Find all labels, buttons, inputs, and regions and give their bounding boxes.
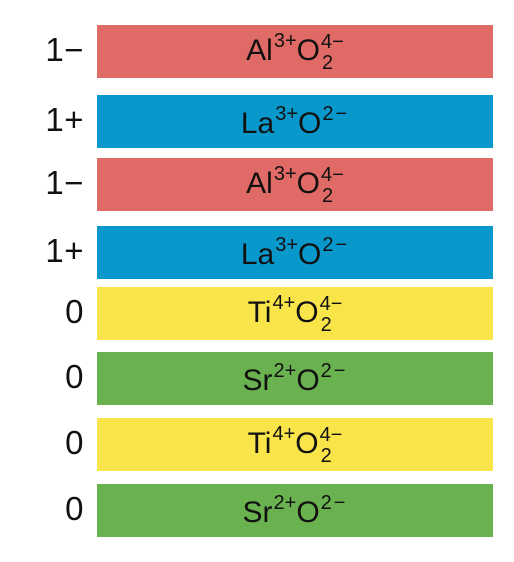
anion-subscript: 2 [320,445,332,468]
layer-band: La3+O2− [97,95,493,148]
anion-charge: 4− [319,424,343,447]
layer-charge-label: 0 [65,424,84,461]
anion-symbol: O [296,33,321,67]
layer-charge-label: 1− [45,164,84,201]
cation-charge: 3+ [275,103,299,125]
layer-charge-label: 0 [65,293,84,330]
anion-charge: 2− [322,103,350,125]
anion-symbol: O [295,295,319,329]
anion-index-stack: 4− 2 [321,165,344,206]
anion-symbol: O [298,107,322,140]
cation-symbol: Ti [247,295,272,329]
anion-charge: 2− [322,234,350,256]
layer-formula: Ti4+O 4− 2 [247,422,343,467]
anion-symbol: O [295,426,319,460]
anion-charge: 4− [321,164,344,187]
cation-charge: 2+ [273,360,297,382]
cation-charge: 3+ [273,162,297,185]
layer-formula: La3+O2− [241,104,349,139]
anion-subscript: 2 [320,314,332,337]
layer-band: Sr2+O2− [97,484,493,537]
cation-symbol: Al [246,33,273,67]
layer-charge-label: 0 [65,358,84,395]
layer-charge-label: 1+ [45,101,84,138]
layer-formula: Al3+O 4− 2 [246,29,344,74]
cation-symbol: Sr [242,364,273,397]
layer-band: Ti4+O 4− 2 [97,418,493,471]
layer-formula: Sr2+O2− [243,361,348,396]
layer-formula: Al3+O 4− 2 [246,162,344,207]
cation-charge: 3+ [275,234,299,256]
anion-charge: 4− [321,31,344,54]
cation-symbol: La [240,238,275,271]
layer-band: Al3+O 4− 2 [97,25,493,78]
layer-charge-label: 0 [65,490,84,527]
anion-subscript: 2 [322,185,334,208]
layer-formula: Ti4+O 4− 2 [247,291,343,336]
cation-charge: 4+ [272,422,296,445]
anion-subscript: 2 [322,52,334,75]
layer-charge-label: 1− [45,31,84,68]
anion-charge: 2− [320,360,348,382]
cation-symbol: Al [246,166,273,200]
anion-charge: 2− [320,492,348,514]
cation-symbol: La [240,107,275,140]
layer-band: Al3+O 4− 2 [97,158,493,211]
anion-index-stack: 4− 2 [320,294,343,335]
layer-band: Ti4+O 4− 2 [97,287,493,340]
layer-formula: La3+O2− [241,235,349,270]
cation-symbol: Ti [247,426,272,460]
anion-symbol: O [296,496,320,529]
cation-charge: 4+ [272,291,296,314]
cation-symbol: Sr [242,496,273,529]
cation-charge: 3+ [273,29,297,52]
layer-band: Sr2+O2− [97,352,493,405]
anion-symbol: O [296,364,320,397]
layer-formula: Sr2+O2− [243,493,348,528]
anion-symbol: O [298,238,322,271]
anion-index-stack: 4− 2 [321,32,344,73]
cation-charge: 2+ [273,492,297,514]
anion-index-stack: 4− 2 [320,425,343,466]
anion-charge: 4− [319,293,343,316]
anion-symbol: O [296,166,321,200]
layer-charge-label: 1+ [45,232,84,269]
layer-band: La3+O2− [97,226,493,279]
